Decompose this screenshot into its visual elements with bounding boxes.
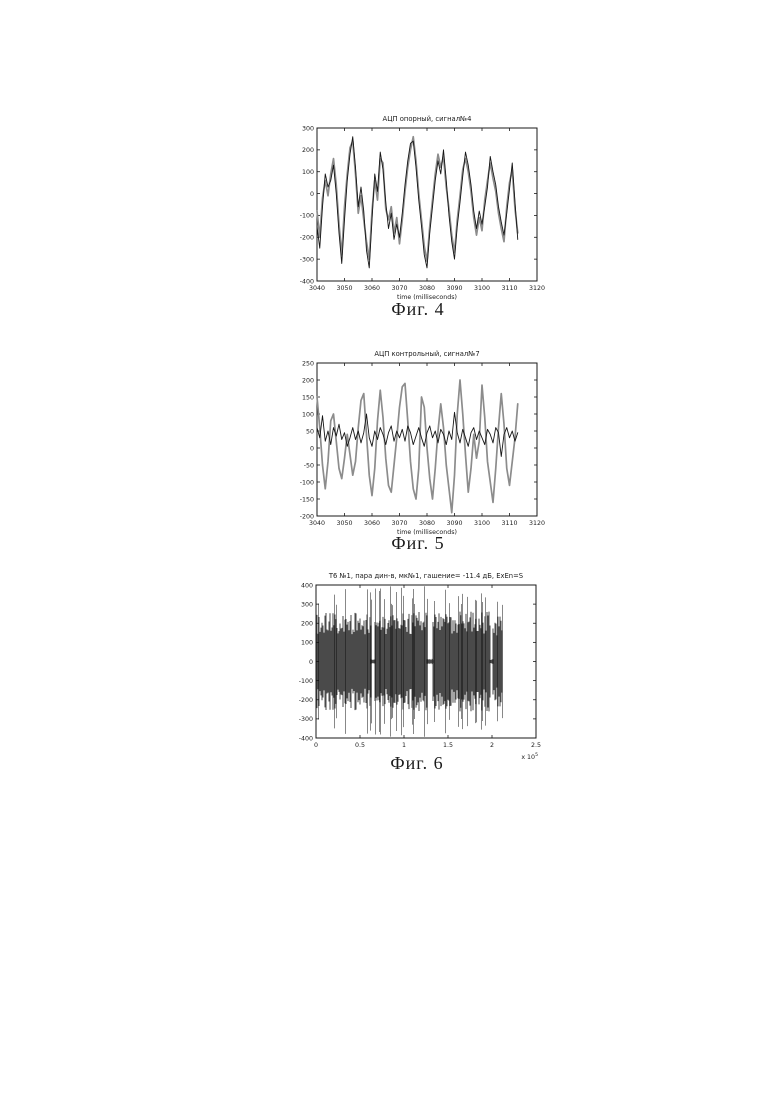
svg-text:3070: 3070 [391,285,407,292]
svg-text:3090: 3090 [446,520,462,527]
svg-text:1.5: 1.5 [443,742,453,749]
svg-text:3110: 3110 [501,520,517,527]
svg-text:0: 0 [310,445,314,452]
svg-text:-100: -100 [300,479,314,486]
svg-text:3060: 3060 [364,520,380,527]
svg-text:-300: -300 [299,716,313,723]
svg-text:0: 0 [309,659,313,666]
svg-text:-200: -200 [300,513,314,520]
svg-text:2: 2 [490,742,494,749]
svg-text:3120: 3120 [529,285,545,292]
svg-text:-300: -300 [300,256,314,263]
svg-text:3120: 3120 [529,520,545,527]
svg-text:АЦП опорный, сигнал№4: АЦП опорный, сигнал№4 [383,115,472,123]
svg-text:400: 400 [301,582,313,589]
svg-text:-150: -150 [300,496,314,503]
svg-text:Т6 №1, пара дин-в, мк№1, гашен: Т6 №1, пара дин-в, мк№1, гашение= -11.4 … [328,572,523,580]
svg-text:3050: 3050 [336,285,352,292]
svg-text:3040: 3040 [309,285,325,292]
svg-text:3040: 3040 [309,520,325,527]
svg-text:3090: 3090 [446,285,462,292]
svg-text:-400: -400 [300,278,314,285]
svg-text:150: 150 [302,394,314,401]
svg-text:200: 200 [302,377,314,384]
svg-text:time (milliseconds): time (milliseconds) [397,294,457,301]
svg-text:200: 200 [301,621,313,628]
svg-text:0.5: 0.5 [355,742,365,749]
svg-text:3060: 3060 [364,285,380,292]
svg-text:time (milliseconds): time (milliseconds) [397,529,457,536]
svg-text:2.5: 2.5 [531,742,541,749]
svg-text:-100: -100 [299,678,313,685]
svg-text:-50: -50 [304,462,314,469]
svg-text:3110: 3110 [501,285,517,292]
svg-text:200: 200 [302,147,314,154]
svg-text:300: 300 [302,125,314,132]
figure-5-caption: Фиг. 5 [391,533,445,553]
svg-text:3100: 3100 [474,285,490,292]
svg-text:100: 100 [302,169,314,176]
svg-text:100: 100 [302,411,314,418]
svg-text:-200: -200 [299,697,313,704]
svg-text:3100: 3100 [474,520,490,527]
svg-text:0: 0 [314,742,318,749]
svg-text:50: 50 [306,428,314,435]
svg-text:x 105: x 105 [521,752,538,761]
svg-text:АЦП контрольный, сигнал№7: АЦП контрольный, сигнал№7 [374,350,479,358]
svg-text:-200: -200 [300,235,314,242]
svg-text:3080: 3080 [419,520,435,527]
svg-text:0: 0 [310,191,314,198]
figure-6-caption: Фиг. 6 [390,753,444,773]
figure-5-chart: 3040 3050 3060 3070 3080 3090 3100 3110 3120 -200… [300,350,545,536]
figure-6-chart: 0 0.5 1 1.5 2 2.5 -400 -300 -200 -100 0 100 200 300 40… [299,572,541,761]
svg-text:3070: 3070 [391,520,407,527]
svg-text:-100: -100 [300,213,314,220]
svg-text:1: 1 [402,742,406,749]
svg-text:300: 300 [301,601,313,608]
svg-text:3050: 3050 [336,520,352,527]
figure-4-chart: 3040 3050 3060 3070 3080 3090 3100 3110 3120 -400… [300,115,545,301]
svg-text:100: 100 [301,640,313,647]
figure-4-caption: Фиг. 4 [391,299,445,319]
svg-text:3080: 3080 [419,285,435,292]
svg-text:250: 250 [302,360,314,367]
svg-text:-400: -400 [299,735,313,742]
